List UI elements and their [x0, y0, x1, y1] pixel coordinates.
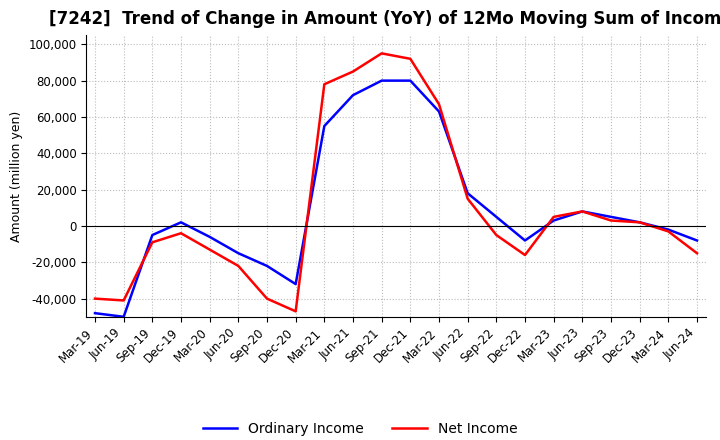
- Ordinary Income: [435, 109, 444, 114]
- Net Income: [292, 309, 300, 314]
- Ordinary Income: [693, 238, 701, 243]
- Ordinary Income: [578, 209, 587, 214]
- Ordinary Income: [148, 232, 157, 238]
- Ordinary Income: [120, 314, 128, 319]
- Net Income: [377, 51, 386, 56]
- Ordinary Income: [292, 282, 300, 287]
- Net Income: [521, 253, 529, 258]
- Net Income: [492, 232, 500, 238]
- Y-axis label: Amount (million yen): Amount (million yen): [10, 110, 23, 242]
- Net Income: [176, 231, 185, 236]
- Net Income: [234, 263, 243, 268]
- Ordinary Income: [234, 250, 243, 256]
- Net Income: [120, 298, 128, 303]
- Net Income: [693, 250, 701, 256]
- Net Income: [205, 247, 214, 252]
- Ordinary Income: [664, 227, 672, 232]
- Net Income: [91, 296, 99, 301]
- Ordinary Income: [176, 220, 185, 225]
- Ordinary Income: [492, 214, 500, 220]
- Ordinary Income: [91, 311, 99, 316]
- Net Income: [578, 209, 587, 214]
- Ordinary Income: [607, 214, 616, 220]
- Ordinary Income: [549, 218, 558, 223]
- Line: Net Income: Net Income: [95, 53, 697, 312]
- Net Income: [464, 196, 472, 202]
- Ordinary Income: [320, 123, 328, 128]
- Net Income: [607, 218, 616, 223]
- Ordinary Income: [521, 238, 529, 243]
- Net Income: [348, 69, 357, 74]
- Line: Ordinary Income: Ordinary Income: [95, 81, 697, 317]
- Title: [7242]  Trend of Change in Amount (YoY) of 12Mo Moving Sum of Incomes: [7242] Trend of Change in Amount (YoY) o…: [49, 10, 720, 28]
- Net Income: [435, 102, 444, 107]
- Net Income: [320, 81, 328, 87]
- Ordinary Income: [464, 191, 472, 196]
- Net Income: [406, 56, 415, 62]
- Net Income: [635, 220, 644, 225]
- Net Income: [549, 214, 558, 220]
- Ordinary Income: [406, 78, 415, 83]
- Ordinary Income: [205, 234, 214, 239]
- Ordinary Income: [635, 220, 644, 225]
- Ordinary Income: [263, 263, 271, 268]
- Ordinary Income: [377, 78, 386, 83]
- Net Income: [664, 229, 672, 234]
- Net Income: [148, 240, 157, 245]
- Legend: Ordinary Income, Net Income: Ordinary Income, Net Income: [197, 417, 523, 440]
- Net Income: [263, 296, 271, 301]
- Ordinary Income: [348, 92, 357, 98]
